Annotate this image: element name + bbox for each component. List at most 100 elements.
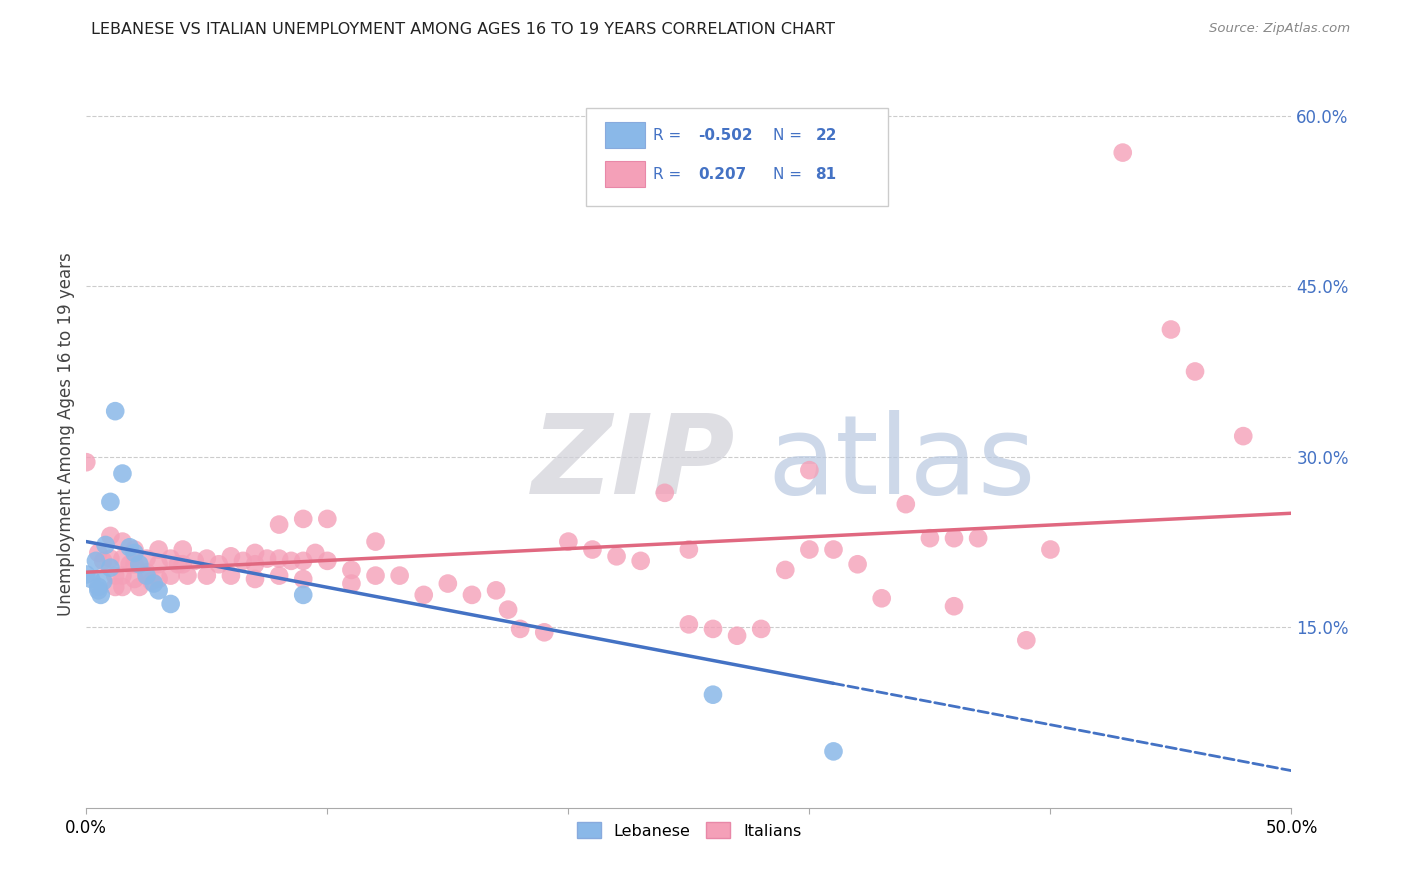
Point (243, 572, 266, 586)
Point (159, 568, 181, 582)
Point (485, 583, 508, 598)
Point (918, 531, 941, 545)
Point (124, 546, 146, 560)
Point (702, 688, 724, 702)
Point (1184, 364, 1206, 378)
Point (823, 744, 845, 758)
Point (208, 558, 231, 572)
Point (100, 529, 122, 543)
Point (111, 568, 134, 582)
Point (678, 617, 700, 632)
Point (84, 554, 107, 568)
Point (128, 580, 150, 594)
Point (75, 455, 97, 469)
Y-axis label: Unemployment Among Ages 16 to 19 years: Unemployment Among Ages 16 to 19 years (58, 252, 75, 615)
Point (894, 497, 917, 511)
Point (142, 576, 165, 591)
Text: 22: 22 (815, 128, 837, 143)
Point (412, 588, 434, 602)
Point (148, 572, 170, 586)
Point (292, 554, 315, 568)
Point (654, 485, 676, 500)
Point (1112, 145, 1135, 160)
Point (364, 568, 387, 582)
Point (104, 580, 127, 594)
Point (943, 531, 966, 545)
Point (292, 572, 315, 586)
Point (870, 591, 893, 606)
Point (148, 583, 170, 598)
Point (292, 588, 315, 602)
Point (725, 629, 748, 643)
Point (219, 568, 242, 582)
Point (94, 538, 117, 552)
Point (118, 541, 141, 555)
Point (159, 551, 181, 566)
FancyBboxPatch shape (586, 108, 887, 205)
Point (232, 554, 254, 568)
Point (176, 568, 198, 582)
Text: LEBANESE VS ITALIAN UNEMPLOYMENT AMONG AGES 16 TO 19 YEARS CORRELATION CHART: LEBANESE VS ITALIAN UNEMPLOYMENT AMONG A… (91, 22, 835, 37)
Point (111, 534, 134, 549)
Point (91, 574, 114, 589)
Point (167, 558, 190, 572)
Point (90, 588, 112, 602)
Text: N =: N = (773, 167, 807, 182)
Point (533, 625, 555, 640)
Point (195, 568, 218, 582)
Point (340, 563, 363, 577)
Point (702, 622, 724, 636)
Point (799, 463, 821, 477)
Point (280, 554, 302, 568)
Point (195, 551, 218, 566)
Point (243, 558, 266, 572)
Point (243, 546, 266, 560)
Point (100, 495, 122, 509)
Point (496, 602, 519, 616)
Point (749, 622, 772, 636)
Point (846, 558, 869, 572)
Text: atlas: atlas (768, 410, 1036, 517)
Point (184, 554, 207, 568)
Text: ZIP: ZIP (533, 410, 735, 517)
Point (104, 568, 127, 582)
Point (557, 534, 579, 549)
Point (799, 542, 821, 557)
Point (316, 512, 339, 526)
Text: 81: 81 (815, 167, 837, 182)
Text: R =: R = (652, 167, 690, 182)
Text: R =: R = (652, 128, 686, 143)
Point (1039, 542, 1062, 557)
Point (967, 531, 990, 545)
Point (364, 534, 387, 549)
Text: -0.502: -0.502 (699, 128, 754, 143)
Point (111, 580, 134, 594)
Point (630, 554, 652, 568)
Point (581, 542, 603, 557)
Point (135, 568, 157, 582)
Point (437, 576, 460, 591)
Point (219, 549, 242, 564)
Point (100, 560, 122, 574)
Point (388, 568, 411, 582)
Point (269, 568, 291, 582)
Point (148, 542, 170, 557)
Point (304, 546, 326, 560)
Point (943, 599, 966, 614)
Text: N =: N = (773, 128, 807, 143)
Point (509, 622, 531, 636)
Point (256, 551, 278, 566)
Point (128, 558, 150, 572)
Point (1232, 429, 1254, 443)
FancyBboxPatch shape (605, 122, 645, 148)
Point (91, 554, 114, 568)
Point (135, 551, 157, 566)
Point (104, 404, 127, 418)
Point (124, 558, 146, 572)
Point (124, 572, 146, 586)
Point (80, 572, 103, 586)
Point (141, 574, 163, 589)
Point (148, 558, 170, 572)
Text: 0.207: 0.207 (699, 167, 747, 182)
Point (172, 542, 194, 557)
